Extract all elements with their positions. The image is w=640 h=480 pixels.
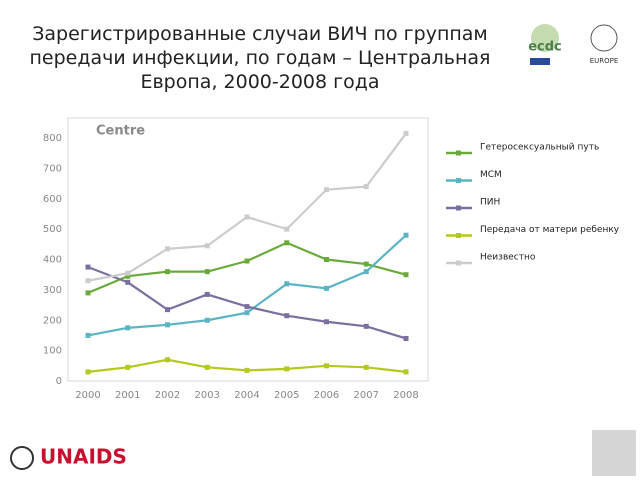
legend-label: Передача от матери ребенку <box>480 225 620 235</box>
point <box>324 187 329 193</box>
point <box>403 335 409 341</box>
y-tick-label: 800 <box>43 133 62 144</box>
point <box>403 232 409 238</box>
x-tick-label: 2000 <box>75 390 100 401</box>
legend-label: Неизвестно <box>480 253 536 263</box>
point <box>125 270 131 276</box>
point <box>403 130 409 136</box>
point <box>324 257 329 262</box>
point <box>363 184 369 190</box>
point <box>165 322 170 328</box>
chart-subtitle: Centre <box>96 124 145 139</box>
y-tick-label: 700 <box>43 163 62 174</box>
point <box>244 367 250 373</box>
legend-marker <box>456 178 461 183</box>
x-tick-label: 2002 <box>155 390 180 401</box>
point <box>363 323 369 329</box>
point <box>204 243 210 249</box>
x-tick-label: 2004 <box>234 390 259 401</box>
y-tick-label: 500 <box>43 224 62 235</box>
x-tick-label: 2006 <box>314 390 339 401</box>
point <box>244 304 250 310</box>
point <box>403 272 409 278</box>
who-text: EUROPE <box>590 57 619 65</box>
point <box>125 279 131 285</box>
point <box>363 269 369 275</box>
y-tick-label: 200 <box>43 315 62 326</box>
point <box>125 325 131 331</box>
legend-label: Гетеросексуальный путь <box>480 143 599 153</box>
plot-frame <box>67 117 429 382</box>
point <box>284 281 290 287</box>
legend-marker <box>456 233 461 238</box>
point <box>204 317 210 323</box>
series-line <box>87 234 407 337</box>
y-tick-label: 300 <box>43 285 62 296</box>
point <box>324 319 329 325</box>
y-tick-label: 600 <box>43 194 62 205</box>
point <box>125 364 131 370</box>
point <box>204 269 210 275</box>
ecdc-text: ecdc <box>528 40 562 55</box>
photo <box>592 430 636 476</box>
legend-label: ПИН <box>480 198 500 208</box>
point <box>204 291 210 297</box>
ecdc-logo: ecdc <box>528 24 562 65</box>
point <box>165 269 170 275</box>
legend-marker <box>456 260 461 266</box>
point <box>324 363 329 369</box>
y-tick-label: 100 <box>43 346 62 357</box>
legend-label: МСМ <box>480 170 502 180</box>
legend-marker <box>456 150 461 156</box>
unaids-text: UNAIDS <box>40 445 127 469</box>
legend-marker <box>456 205 461 211</box>
x-tick-label: 2001 <box>115 390 140 401</box>
point <box>125 273 131 279</box>
slide-title: Зарегистрированные случаи ВИЧ по группам… <box>29 23 491 93</box>
point <box>85 278 91 284</box>
point <box>284 240 290 246</box>
y-tick-label: 0 <box>56 376 62 387</box>
point <box>204 364 210 370</box>
x-tick-label: 2005 <box>274 390 299 401</box>
point <box>324 285 329 291</box>
point <box>403 369 409 375</box>
x-tick-label: 2008 <box>393 390 418 401</box>
point <box>165 246 170 252</box>
point <box>244 258 250 264</box>
point <box>85 264 91 270</box>
point <box>165 307 170 313</box>
point <box>363 261 369 267</box>
point <box>284 226 290 232</box>
point <box>85 290 91 296</box>
unaids-logo: UNAIDS <box>10 445 127 470</box>
point <box>244 310 250 316</box>
point <box>85 332 91 338</box>
point <box>363 364 369 370</box>
point <box>85 369 91 375</box>
who-logo: EUROPE <box>590 24 619 65</box>
x-tick-label: 2003 <box>195 390 220 401</box>
point <box>284 366 290 372</box>
x-tick-label: 2007 <box>354 390 379 401</box>
y-tick-label: 400 <box>43 255 62 266</box>
point <box>165 357 170 363</box>
point <box>284 313 290 319</box>
point <box>244 214 250 220</box>
